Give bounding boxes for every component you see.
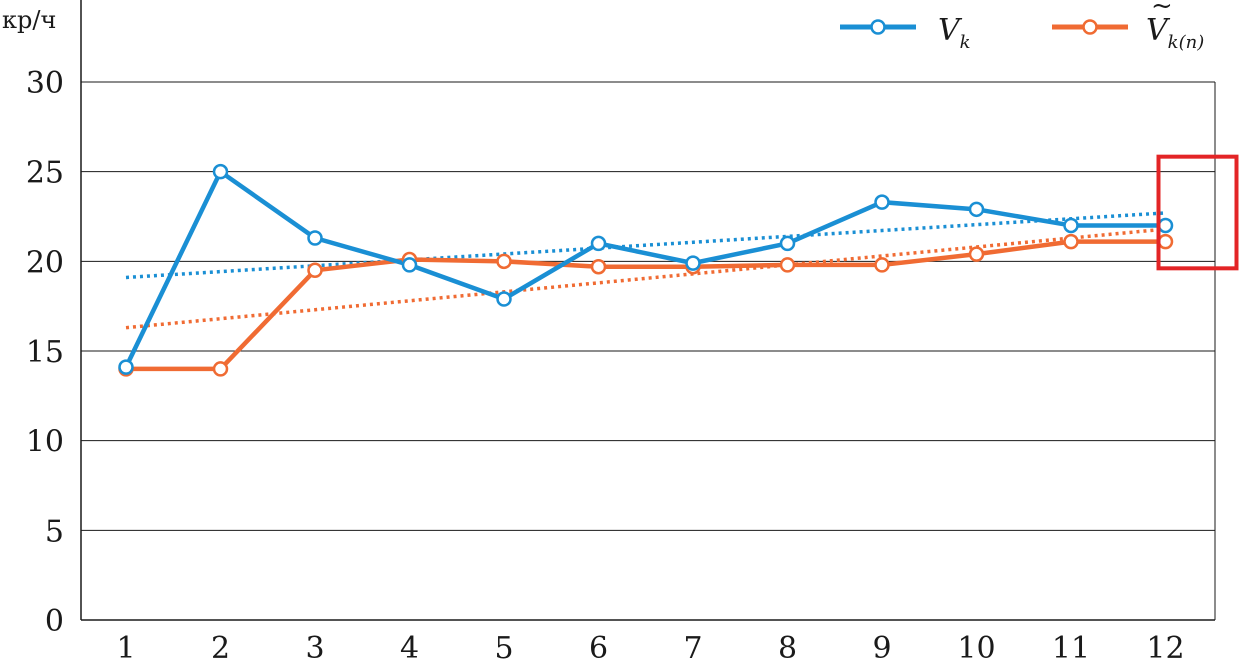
y-tick-label-25: 25	[26, 156, 64, 191]
highlight-box	[1156, 154, 1239, 271]
data-point-s2-6	[590, 258, 607, 275]
data-point-s2-11	[1063, 233, 1079, 250]
x-tick-label-3: 3	[305, 631, 324, 660]
y-tick-label-0: 0	[45, 604, 64, 639]
data-point-s2-9	[874, 257, 890, 273]
data-point-s1-8	[779, 235, 796, 252]
data-point-s1-1	[118, 359, 134, 375]
x-tick-label-12: 12	[1146, 631, 1184, 660]
legend-swatch-marker-2	[1082, 19, 1098, 35]
x-tick-label-7: 7	[683, 631, 702, 660]
trend-line-series-1	[125, 211, 1166, 280]
legend-label-subscript-2: k(n)	[1168, 32, 1205, 53]
chart-grid	[81, 81, 1215, 531]
x-tick-label-1: 1	[116, 631, 135, 660]
y-tick-label-30: 30	[26, 66, 64, 101]
data-point-s1-12	[1157, 217, 1174, 234]
data-point-s2-2	[212, 361, 229, 377]
data-point-s1-6	[590, 235, 607, 252]
data-point-s2-5	[496, 253, 512, 270]
chart-axes	[80, 0, 1216, 621]
trend-lines	[125, 211, 1166, 330]
data-point-s2-10	[968, 246, 985, 262]
data-point-s1-9	[874, 194, 890, 210]
trend-line-series-2	[125, 227, 1166, 330]
data-point-s1-7	[685, 255, 701, 271]
data-point-s1-2	[212, 163, 229, 180]
data-point-s1-10	[968, 201, 985, 218]
y-tick-label-5: 5	[45, 514, 64, 549]
series-line-2	[126, 239, 1166, 372]
data-point-s2-3	[307, 262, 323, 279]
x-tick-label-5: 5	[494, 631, 513, 660]
x-tick-label-6: 6	[589, 631, 608, 660]
x-tick-label-8: 8	[778, 631, 797, 660]
x-tick-label-10: 10	[957, 631, 995, 660]
x-tick-label-4: 4	[400, 631, 419, 660]
series-line-1	[123, 169, 1166, 369]
x-tick-label-2: 2	[211, 631, 230, 660]
series-lines	[118, 163, 1174, 377]
data-point-s1-11	[1063, 217, 1079, 234]
y-tick-label-15: 15	[26, 335, 64, 370]
data-point-s2-8	[779, 257, 796, 273]
y-axis-unit-label: кр/ч	[2, 6, 56, 34]
x-tick-label-11: 11	[1052, 631, 1090, 660]
data-point-s1-3	[307, 230, 323, 246]
data-point-s1-4	[401, 257, 418, 273]
data-point-s2-12	[1157, 233, 1174, 250]
x-tick-label-9: 9	[872, 631, 891, 660]
legend-swatch-marker-1	[870, 19, 886, 35]
chart-legend: Vk Vk(n)~	[840, 0, 1204, 53]
y-tick-label-20: 20	[26, 245, 64, 280]
legend-tilde-2: ~	[1151, 0, 1173, 21]
legend-label-subscript-1: k	[960, 32, 971, 53]
data-point-s1-5	[496, 291, 512, 307]
y-tick-label-10: 10	[26, 425, 64, 460]
legend-label-1: Vk	[938, 13, 971, 53]
